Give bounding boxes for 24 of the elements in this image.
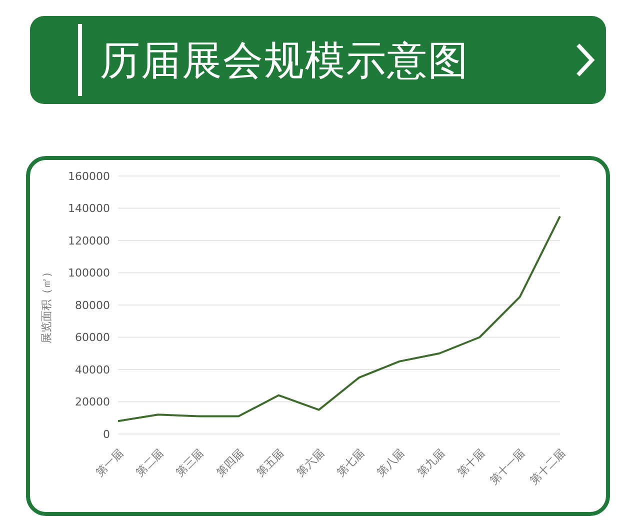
line-series bbox=[117, 215, 561, 422]
x-tick-label: 第九届 bbox=[414, 446, 448, 480]
y-tick-label: 100000 bbox=[68, 266, 110, 280]
y-axis-title: 展览面积（㎡） bbox=[40, 266, 53, 344]
x-tick-label: 第四届 bbox=[214, 446, 246, 480]
y-tick-label: 120000 bbox=[68, 234, 110, 248]
y-tick-label: 80000 bbox=[75, 298, 110, 312]
x-tick-label: 第七届 bbox=[334, 446, 367, 480]
x-tick-label: 第三届 bbox=[174, 446, 206, 480]
x-tick-label: 第二届 bbox=[133, 446, 166, 480]
x-tick-label: 第十届 bbox=[454, 446, 488, 480]
x-tick-label: 第五届 bbox=[254, 446, 287, 480]
x-tick-label: 第十二届 bbox=[527, 446, 568, 487]
y-tick-label: 40000 bbox=[75, 363, 110, 376]
x-tick-label: 第八届 bbox=[374, 446, 408, 480]
y-tick-label: 20000 bbox=[75, 396, 110, 409]
y-tick-label: 0 bbox=[103, 428, 110, 441]
x-tick-label: 第十一届 bbox=[487, 446, 528, 487]
x-tick-label: 第六届 bbox=[294, 446, 327, 480]
x-tick-label: 第一届 bbox=[93, 446, 126, 480]
y-tick-label: 160000 bbox=[68, 170, 110, 183]
y-tick-label: 140000 bbox=[68, 202, 110, 216]
chart-title: 历届展会规模示意图 bbox=[100, 36, 469, 86]
y-tick-label: 60000 bbox=[75, 331, 110, 344]
